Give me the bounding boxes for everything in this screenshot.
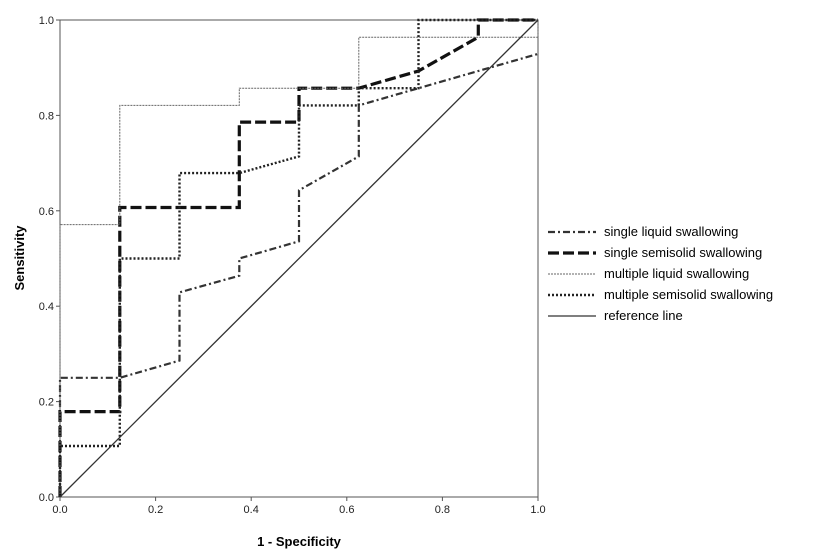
- y-tick-label: 0.8: [39, 110, 54, 122]
- y-tick-label: 0.6: [39, 206, 54, 218]
- y-tick-label: 1.0: [39, 15, 54, 27]
- legend-label: multiple semisolid swallowing: [604, 287, 773, 302]
- legend-label: multiple liquid swallowing: [604, 266, 749, 281]
- legend: single liquid swallowing single semisolid…: [548, 224, 773, 323]
- x-tick-label: 0.4: [244, 504, 259, 516]
- x-tick-label: 0.8: [435, 504, 450, 516]
- y-tick-label: 0.4: [39, 301, 54, 313]
- x-tick-label: 0.6: [339, 504, 354, 516]
- legend-label: reference line: [604, 308, 683, 323]
- y-tick-label: 0.2: [39, 397, 54, 409]
- legend-label: single semisolid swallowing: [604, 245, 762, 260]
- series-line: [59, 20, 539, 497]
- x-tick-label: 0.0: [52, 504, 67, 516]
- x-tick-label: 0.2: [148, 504, 163, 516]
- series-line: [59, 19, 539, 498]
- x-axis-title: 1 - Specificity: [257, 534, 342, 549]
- x-tick-label: 1.0: [530, 504, 545, 516]
- series-layer: [58, 18, 539, 498]
- y-tick-label: 0.0: [39, 492, 54, 504]
- legend-label: single liquid swallowing: [604, 224, 738, 239]
- y-axis-title: Sensitivity: [12, 225, 27, 291]
- axis-ticks: 0.0 0.2 0.4 0.6 0.8 1.0 0.0 0.2 0.4 0.6 0.8 1.0: [39, 15, 546, 516]
